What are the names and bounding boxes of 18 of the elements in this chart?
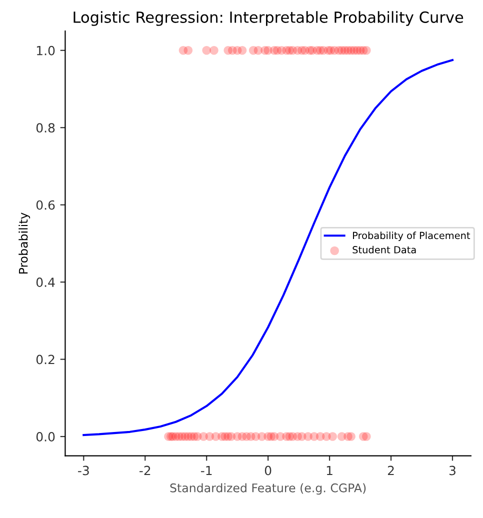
chart-title: Logistic Regression: Interpretable Probability Curve bbox=[74, 11, 464, 26]
legend-label: Probability of Placement bbox=[353, 232, 470, 242]
y-tick-label: 0.8 bbox=[36, 123, 55, 133]
x-tick-label: -3 bbox=[78, 466, 89, 476]
x-tick-label: 1 bbox=[326, 466, 332, 476]
y-tick-label: 0.0 bbox=[36, 432, 55, 442]
x-tick-label: -1 bbox=[200, 466, 212, 476]
x-axis-title: Standardized Feature (e.g. CGPA) bbox=[170, 483, 366, 495]
y-axis-title: Probability bbox=[18, 212, 30, 274]
y-tick-label: 0.2 bbox=[36, 354, 54, 364]
legend-label: Student Data bbox=[352, 246, 416, 254]
y-tick-label: 0.4 bbox=[36, 278, 55, 287]
y-tick-label: 1.0 bbox=[36, 46, 55, 56]
x-tick-label: 2 bbox=[388, 466, 394, 476]
x-tick-label: 3 bbox=[449, 466, 456, 476]
y-tick-label: 0.6 bbox=[36, 200, 55, 210]
x-tick-label: 0 bbox=[264, 466, 272, 476]
x-tick-label: -2 bbox=[140, 466, 150, 476]
